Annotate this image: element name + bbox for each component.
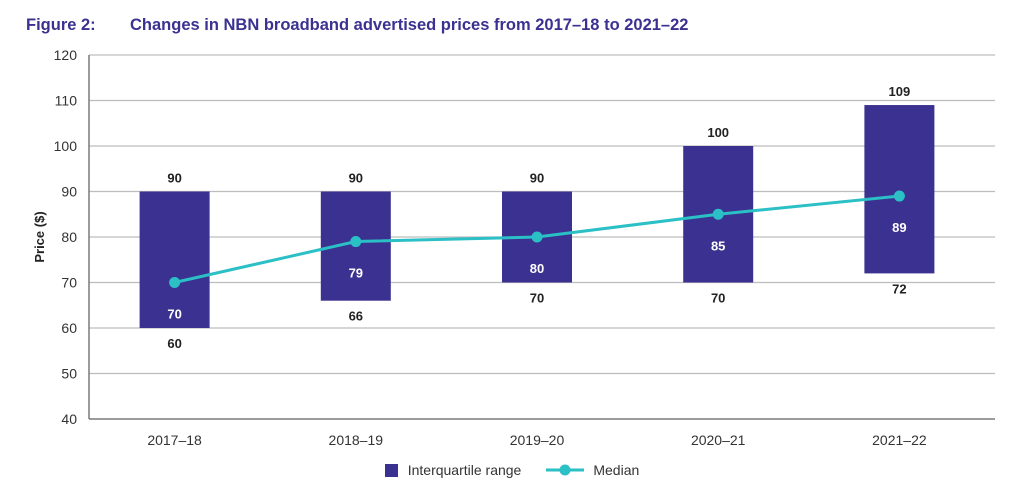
axes: [88, 55, 995, 420]
figure-number: Figure 2:: [26, 16, 96, 34]
x-tick-label: 2020–21: [691, 432, 746, 448]
y-tick-label: 100: [54, 138, 78, 154]
x-axis-ticks: 2017–18 2018–19 2019–20 2020–21 2021–22: [147, 432, 927, 448]
y-tick-label: 40: [61, 411, 77, 427]
iqr-bars: [139, 105, 935, 328]
chart: 40 50 60 70 80 90 100 110 120 90 60 90 66 90 70 100 70 1…: [32, 47, 995, 448]
iqr-bar: [864, 105, 935, 274]
y-tick-label: 90: [61, 184, 77, 200]
iqr-high-label: 90: [349, 171, 363, 186]
iqr-low-label: 66: [349, 309, 363, 324]
median-point: [893, 190, 905, 202]
median-label: 70: [167, 307, 181, 322]
x-tick-label: 2019–20: [510, 432, 565, 448]
y-tick-label: 80: [61, 229, 77, 245]
x-tick-label: 2018–19: [329, 432, 384, 448]
iqr-low-label: 60: [167, 336, 181, 351]
median-label: 80: [530, 261, 544, 276]
legend-label-iqr: Interquartile range: [407, 462, 522, 478]
legend: Interquartile range Median: [0, 462, 1024, 478]
gridlines: [89, 54, 995, 375]
iqr-low-label: 70: [530, 291, 544, 306]
median-point: [169, 277, 181, 288]
median-label: 89: [892, 220, 906, 235]
median-point: [531, 231, 543, 243]
y-tick-label: 50: [61, 366, 77, 382]
figure-title: Figure 2: Changes in NBN broadband advert…: [26, 16, 688, 35]
median-point: [350, 236, 362, 248]
iqr-low-label: 72: [892, 281, 906, 296]
x-tick-label: 2021–22: [872, 432, 927, 448]
iqr-high-label: 90: [530, 171, 544, 186]
y-axis-ticks: 40 50 60 70 80 90 100 110 120: [54, 47, 78, 427]
median-label: 79: [349, 266, 363, 281]
y-axis-label: Price ($): [32, 211, 47, 262]
iqr-low-label: 70: [711, 291, 725, 306]
legend-swatch-median: [546, 464, 585, 476]
iqr-labels: 90 60 90 66 90 70 100 70 109 72: [167, 84, 910, 351]
iqr-bar: [139, 191, 210, 328]
median-label: 85: [711, 238, 725, 253]
y-tick-label: 110: [55, 93, 78, 109]
y-tick-label: 120: [54, 47, 78, 63]
median-series: 70 79 80 85 89: [167, 190, 907, 322]
y-tick-label: 60: [61, 320, 77, 336]
iqr-high-label: 90: [167, 171, 181, 186]
figure-title-text: Changes in NBN broadband advertised pric…: [130, 16, 689, 34]
legend-item-median: Median: [545, 462, 639, 478]
median-point: [712, 208, 724, 220]
iqr-high-label: 100: [707, 125, 729, 140]
x-tick-label: 2017–18: [147, 432, 202, 448]
iqr-high-label: 109: [889, 84, 911, 99]
legend-swatch-iqr: [384, 463, 398, 477]
legend-item-iqr: Interquartile range: [384, 462, 522, 478]
y-tick-label: 70: [61, 275, 77, 291]
legend-label-median: Median: [593, 462, 640, 478]
